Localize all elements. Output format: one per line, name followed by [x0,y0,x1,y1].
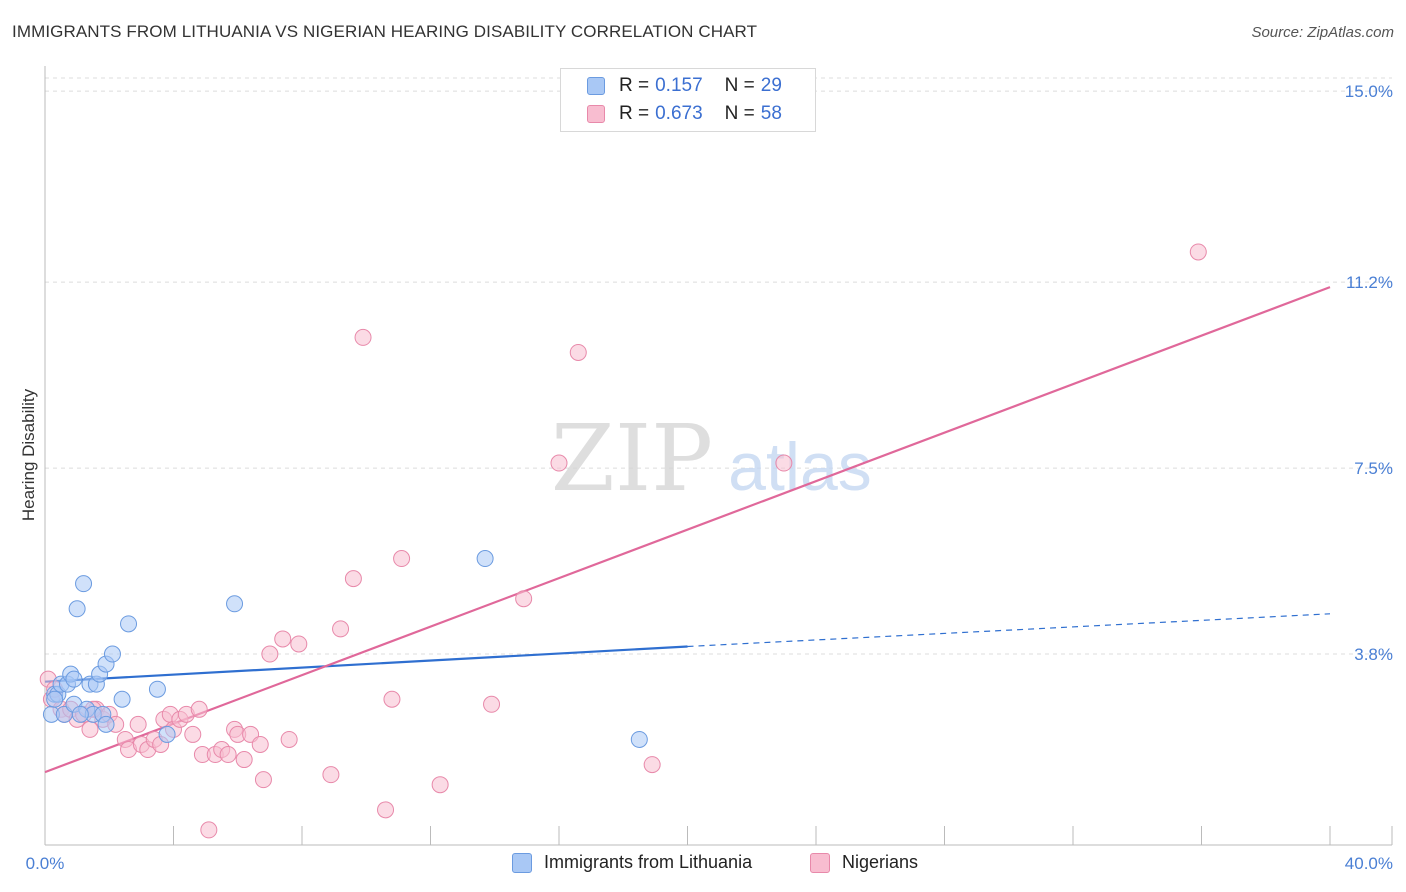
nigerians-point-28 [200,821,218,839]
series-legend: Immigrants from Lithuania Nigerians [0,852,1406,876]
lithuania-trend-line [44,645,688,683]
nigerians-point-8 [81,720,99,738]
lithuania-point-27 [46,690,64,708]
watermark-zip: ZIP [551,405,713,512]
data-points [39,243,1207,839]
nigerians-point-41 [290,635,308,653]
chart-title: IMMIGRANTS FROM LITHUANIA VS NIGERIAN HE… [12,22,758,41]
y-tick-label: 11.2% [1346,273,1393,292]
nigerians-trend-line [44,286,1331,774]
y-tick-labels: 3.8% 7.5% 11.2% 15.0% [1345,82,1393,664]
legend-r-label: R = [619,75,650,96]
nigerians-point-56 [1189,243,1207,261]
legend-r-value: 0.673 [655,103,703,124]
y-axis-label: Hearing Disability [19,388,38,521]
nigerians-point-46 [377,801,395,819]
legend-swatch-lithuania [587,77,605,95]
lithuania-point-23 [158,725,176,743]
lithuania-point-21 [120,615,138,633]
trend-lines [44,286,1331,774]
nigerians-point-53 [569,343,587,361]
lithuania-point-26 [630,730,648,748]
x-tick-labels: 0.0% 40.0% [26,854,1393,873]
nigerians-point-37 [254,771,272,789]
lithuania-point-22 [148,680,166,698]
lithuania-point-25 [476,550,494,568]
nigerians-point-38 [261,645,279,663]
lithuania-point-7 [65,670,83,688]
nigerians-point-34 [235,751,253,769]
legend-n-label: N = [724,75,755,96]
legend-swatch-nigerians [810,852,830,873]
nigerians-point-54 [643,756,661,774]
nigerians-point-50 [483,695,501,713]
legend-label-nigerians: Nigerians [842,852,919,872]
legend-label-lithuania: Immigrants from Lithuania [544,852,753,872]
nigerians-point-44 [344,570,362,588]
y-tick-label: 7.5% [1354,459,1393,478]
lithuania-point-17 [97,715,115,733]
nigerians-point-52 [550,454,568,472]
nigerians-point-36 [251,735,269,753]
x-tick-label: 0.0% [26,854,65,873]
x-tick-label: 40.0% [1345,854,1393,873]
nigerians-point-40 [280,730,298,748]
nigerians-point-25 [184,725,202,743]
nigerians-point-42 [322,766,340,784]
nigerians-point-43 [332,620,350,638]
correlation-legend: R = 0.157 N = 29 R = 0.673 N = 58 [560,68,816,132]
legend-n-value: 29 [760,75,782,96]
nigerians-point-15 [129,715,147,733]
lithuania-point-9 [68,600,86,618]
legend-swatch-nigerians [587,105,605,123]
nigerians-point-45 [354,328,372,346]
legend-n-value: 58 [760,103,782,124]
lithuania-point-28 [71,705,89,723]
nigerians-point-51 [515,590,533,608]
nigerians-point-31 [219,746,237,764]
grid-lines [45,77,1392,655]
legend-n-label: N = [724,103,755,124]
y-tick-label: 3.8% [1354,645,1393,664]
legend-item-lithuania[interactable]: Immigrants from Lithuania [512,852,752,873]
nigerians-point-55 [775,454,793,472]
nigerians-point-39 [274,630,292,648]
legend-r-value: 0.157 [655,75,703,96]
legend-row-lithuania: R = 0.157 N = 29 [587,75,782,97]
legend-item-nigerians[interactable]: Nigerians [810,852,918,873]
nigerians-point-49 [431,776,449,794]
lithuania-point-24 [226,595,244,613]
y-tick-label: 15.0% [1345,82,1393,101]
lithuania-point-10 [75,575,93,593]
nigerians-point-47 [383,690,401,708]
watermark-atlas: atlas [728,429,872,505]
lithuania-point-20 [113,690,131,708]
lithuania-trend-extension [687,613,1331,648]
lithuania-point-19 [103,645,121,663]
source-label: Source: ZipAtlas.com [1251,24,1394,41]
legend-swatch-lithuania [512,852,532,873]
nigerians-point-48 [393,550,411,568]
legend-row-nigerians: R = 0.673 N = 58 [587,103,782,125]
nigerians-point-26 [190,700,208,718]
legend-r-label: R = [619,103,650,124]
